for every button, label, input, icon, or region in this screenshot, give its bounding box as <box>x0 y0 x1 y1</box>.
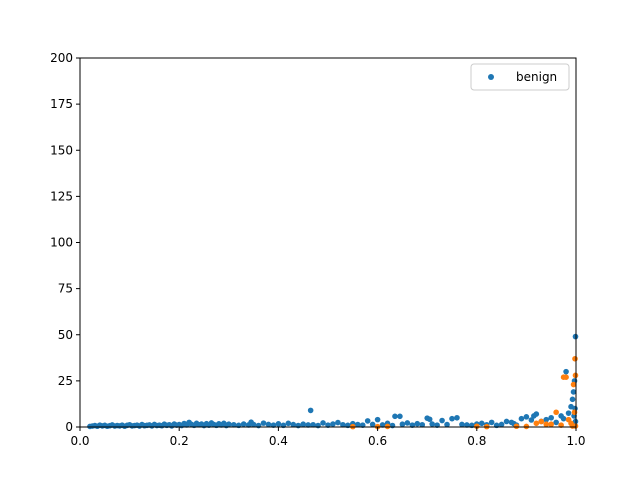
scatter-point-series-0 <box>354 421 361 428</box>
scatter-point-series-0 <box>374 416 381 423</box>
scatter-point-series-0 <box>240 421 247 427</box>
scatter-point-series-0 <box>548 414 554 421</box>
x-tick-label: 0.6 <box>368 434 387 448</box>
x-tick-label: 0.8 <box>467 434 486 448</box>
scatter-point-series-0 <box>335 419 341 426</box>
scatter-point-series-0 <box>305 422 311 428</box>
y-tick-label: 100 <box>50 236 73 250</box>
scatter-point-series-0 <box>563 368 569 375</box>
legend: benign <box>470 63 570 91</box>
scatter-point-series-0 <box>444 421 450 428</box>
scatter-point-series-1 <box>570 381 577 388</box>
scatter-point-series-1 <box>548 421 554 428</box>
scatter-point-series-0 <box>230 421 237 428</box>
scatter-point-series-0 <box>419 421 426 428</box>
scatter-point-series-1 <box>533 420 540 427</box>
x-tick-label: 1.0 <box>566 434 585 448</box>
y-tick-label: 0 <box>65 420 73 434</box>
y-tick-label: 50 <box>58 328 73 342</box>
y-tick-label: 175 <box>50 97 73 111</box>
scatter-point-series-0 <box>565 410 572 416</box>
y-axis: 0 25 50 75 100 125 150 175 200 <box>50 51 80 434</box>
scatter-point-series-0 <box>543 416 550 423</box>
scatter-point-series-0 <box>369 421 376 428</box>
scatter-point-series-0 <box>392 413 398 420</box>
scatter-point-series-0 <box>399 421 406 428</box>
scatter-point-series-1 <box>553 409 559 416</box>
scatter-point-series-0 <box>570 389 577 395</box>
scatter-point-series-0 <box>290 421 297 428</box>
x-tick-label: 0.2 <box>170 434 189 448</box>
scatter-point-series-1 <box>543 421 550 428</box>
scatter-point-series-0 <box>426 416 433 423</box>
scatter-point-series-0 <box>310 421 316 428</box>
scatter-point-series-0 <box>569 396 576 403</box>
scatter-point-series-0 <box>429 421 435 427</box>
scatter-point-series-1 <box>523 423 530 430</box>
x-tick-label: 0.0 <box>70 434 89 448</box>
scatter-point-series-0 <box>275 421 282 427</box>
scatter-point-series-1 <box>474 423 480 430</box>
scatter-point-series-0 <box>300 421 307 428</box>
y-tick-label: 25 <box>58 374 73 388</box>
scatter-point-series-0 <box>503 418 510 425</box>
scatter-point-series-0 <box>533 411 540 417</box>
scatter-point-series-0 <box>226 421 232 428</box>
scatter-point-series-0 <box>330 421 336 427</box>
scatter-point-series-0 <box>518 415 525 422</box>
y-tick-label: 75 <box>58 282 73 296</box>
scatter-point-series-0 <box>250 421 257 428</box>
y-tick-label: 150 <box>50 143 73 157</box>
y-tick-label: 125 <box>50 189 73 203</box>
scatter-point-series-0 <box>320 420 326 426</box>
x-tick-label: 0.4 <box>269 434 288 448</box>
scatter-point-series-0 <box>439 417 445 424</box>
scatter-point-series-0 <box>449 415 455 422</box>
scatter-point-series-1 <box>513 423 520 430</box>
scatter-point-series-0 <box>528 417 535 423</box>
scatter-point-series-0 <box>454 414 460 421</box>
scatter-point-series-1 <box>572 355 578 362</box>
scatter-point-series-0 <box>459 421 465 428</box>
y-tick-label: 200 <box>50 51 73 65</box>
legend-label-benign: benign <box>516 70 557 84</box>
scatter-point-series-0 <box>260 420 267 426</box>
scatter-point-series-0 <box>364 418 371 424</box>
scatter-point-series-1 <box>538 418 545 425</box>
scatter-point-series-0 <box>307 407 314 414</box>
scatter-point-series-0 <box>379 422 386 428</box>
scatter-point-series-0 <box>340 421 346 428</box>
scatter-point-series-0 <box>478 420 485 427</box>
scatter-point-series-0 <box>498 421 505 428</box>
scatter-point-series-0 <box>404 420 411 426</box>
legend-marker-benign <box>488 74 494 80</box>
scatter-point-series-0 <box>488 419 495 426</box>
scatter-point-series-0 <box>560 415 567 422</box>
scatter-point-series-0 <box>523 414 530 420</box>
scatter-point-series-0 <box>285 420 292 427</box>
legend-box <box>470 63 570 91</box>
scatter-point-series-0 <box>553 419 559 426</box>
scatter-point-series-1 <box>384 423 391 430</box>
x-axis: 0.0 0.2 0.4 0.6 0.8 1.0 <box>70 427 586 448</box>
scatter-point-series-0 <box>464 422 470 428</box>
scatter-point-series-1 <box>563 374 569 380</box>
scatter-point-series-0 <box>414 420 421 427</box>
scatter-point-series-0 <box>397 413 403 420</box>
scatter-point-series-0 <box>265 421 272 428</box>
